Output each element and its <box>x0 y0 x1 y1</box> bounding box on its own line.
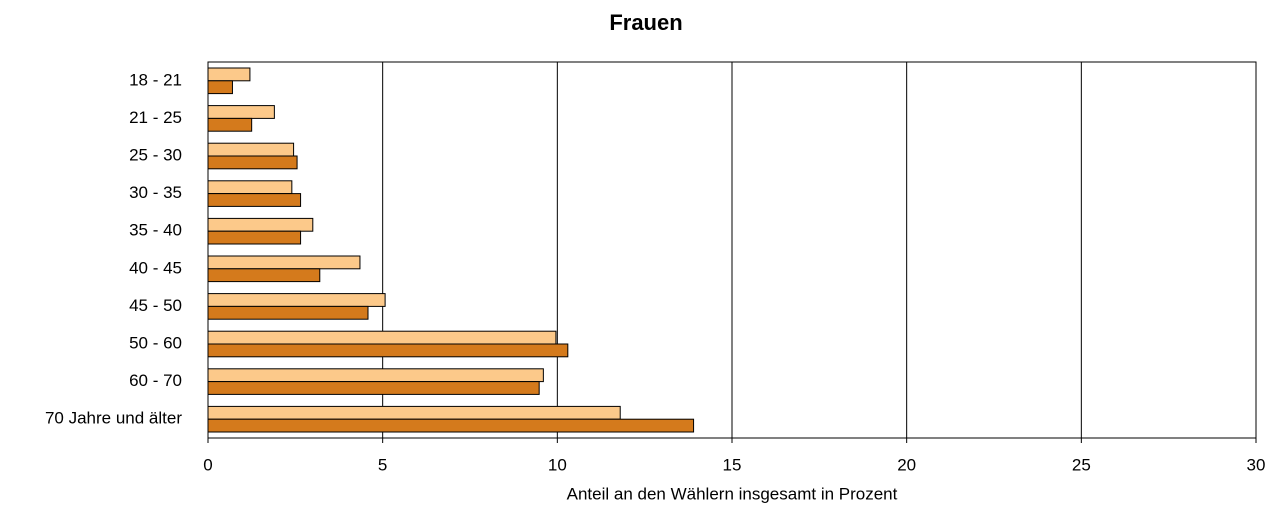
y-tick-label: 18 - 21 <box>129 70 182 89</box>
bar <box>207 381 540 395</box>
bar <box>207 67 251 82</box>
chart-title: Frauen <box>609 10 682 35</box>
bar <box>207 142 295 157</box>
bar <box>207 343 569 358</box>
bar <box>207 330 557 345</box>
x-tick-label: 0 <box>203 455 212 474</box>
bar <box>207 418 695 433</box>
y-tick-label: 60 - 70 <box>129 371 182 390</box>
bar <box>207 193 302 207</box>
bar <box>207 105 275 119</box>
bar <box>207 180 293 195</box>
bar <box>207 405 621 420</box>
y-tick-label: 21 - 25 <box>129 108 182 127</box>
x-tick-label: 25 <box>1072 455 1091 474</box>
x-tick-label: 20 <box>897 455 916 474</box>
x-tick-label: 5 <box>378 455 387 474</box>
bar <box>207 117 253 132</box>
x-axis-label: Anteil an den Wählern insgesamt in Proze… <box>567 484 898 503</box>
bar <box>207 230 302 245</box>
x-tick-label: 10 <box>548 455 567 474</box>
bar <box>207 217 314 232</box>
bar <box>207 368 544 383</box>
bar <box>207 255 361 270</box>
bar <box>207 305 369 320</box>
bar <box>207 80 233 95</box>
y-tick-label: 30 - 35 <box>129 183 182 202</box>
bar <box>207 293 386 307</box>
y-tick-label: 40 - 45 <box>129 258 182 277</box>
y-tick-label: 35 - 40 <box>129 221 182 240</box>
y-tick-label: 70 Jahre und älter <box>45 409 182 428</box>
x-tick-label: 30 <box>1247 455 1266 474</box>
bar <box>207 268 321 283</box>
y-tick-label: 45 - 50 <box>129 296 182 315</box>
y-tick-label: 25 - 30 <box>129 145 182 164</box>
bar <box>207 155 298 170</box>
x-tick-label: 15 <box>723 455 742 474</box>
y-tick-label: 50 - 60 <box>129 333 182 352</box>
